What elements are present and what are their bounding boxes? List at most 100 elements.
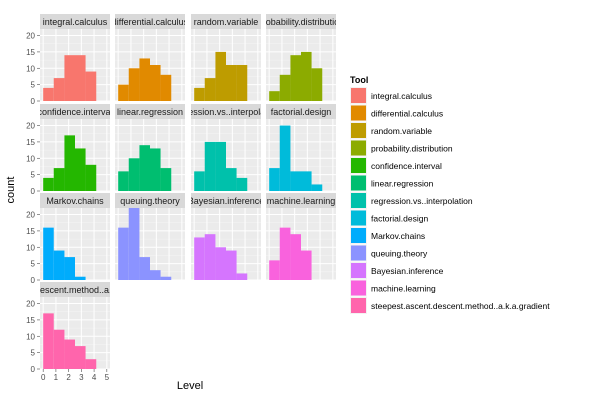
histogram-bar bbox=[236, 177, 248, 191]
shared-axes: Level count bbox=[5, 177, 203, 392]
y-tick-label: 15 bbox=[26, 227, 35, 236]
legend-swatch bbox=[351, 263, 366, 278]
y-tick-label: 5 bbox=[31, 81, 36, 90]
legend-swatch bbox=[351, 140, 366, 156]
legend-swatch bbox=[351, 123, 366, 138]
histogram-bar bbox=[128, 68, 140, 101]
legend-entry: Bayesian.inference bbox=[350, 262, 444, 279]
legend-swatch bbox=[351, 228, 366, 243]
facet-strip bbox=[115, 14, 185, 29]
facet-panel: differential.calculus bbox=[112, 14, 189, 102]
facet-strip bbox=[266, 104, 336, 119]
facet-panel: queuing.theory bbox=[115, 193, 185, 281]
histogram-bar bbox=[53, 329, 65, 369]
legend-entry: Markov.chains bbox=[350, 227, 425, 244]
legend-entry: confidence.interval bbox=[350, 157, 442, 174]
histogram-bar bbox=[139, 145, 150, 191]
histogram-bar bbox=[279, 227, 291, 280]
histogram-bar bbox=[150, 148, 161, 191]
y-tick-label: 15 bbox=[26, 316, 35, 325]
y-tick-label: 10 bbox=[26, 154, 35, 163]
facet-strip-label: est.ascent.descent.method..a.k.a.gradien… bbox=[0, 285, 159, 295]
legend-label: probability.distribution bbox=[371, 144, 453, 154]
facet-strip-label: queuing.theory bbox=[120, 196, 180, 206]
histogram-bar bbox=[269, 168, 280, 191]
facet-panel: est.ascent.descent.method..a.k.a.gradien… bbox=[0, 282, 159, 382]
legend-label: Markov.chains bbox=[371, 231, 425, 241]
histogram-bar bbox=[43, 313, 54, 369]
y-tick-label: 20 bbox=[26, 211, 35, 220]
histogram-bar bbox=[215, 141, 226, 191]
facet-strip-label: differential.calculus bbox=[112, 17, 189, 27]
histogram-bar bbox=[64, 55, 75, 101]
legend-label: factorial.design bbox=[371, 214, 428, 224]
legend-label: Bayesian.inference bbox=[371, 266, 444, 276]
x-tick-label: 1 bbox=[54, 373, 59, 382]
facet-panel: Bayesian.inference bbox=[191, 193, 261, 281]
legend-entry: steepest.ascent.descent.method..a.k.a.gr… bbox=[350, 297, 550, 314]
y-tick-label: 20 bbox=[26, 300, 35, 309]
facet-panel: random.variable bbox=[191, 14, 261, 102]
histogram-bar bbox=[64, 135, 75, 191]
histogram-bar bbox=[226, 250, 237, 280]
legend-swatch bbox=[351, 175, 366, 191]
histogram-bar bbox=[150, 65, 161, 101]
histogram-bar bbox=[53, 168, 65, 191]
legend-label: linear.regression bbox=[371, 179, 434, 189]
legend-entry: probability.distribution bbox=[350, 139, 453, 157]
histogram-bar bbox=[75, 55, 86, 101]
histogram-bar bbox=[226, 65, 237, 101]
histogram-bar bbox=[279, 74, 291, 101]
histogram-bar bbox=[194, 237, 205, 280]
y-tick-label: 10 bbox=[26, 332, 35, 341]
legend-swatch bbox=[351, 158, 366, 173]
y-tick-label: 20 bbox=[26, 32, 35, 41]
y-tick-label: 10 bbox=[26, 243, 35, 252]
histogram-bar bbox=[139, 257, 150, 280]
facet-strip bbox=[40, 282, 110, 297]
legend-label: queuing.theory bbox=[371, 249, 428, 259]
y-tick-label: 15 bbox=[26, 48, 35, 57]
facet-strip-label: machine.learning bbox=[267, 196, 336, 206]
histogram-bar bbox=[118, 84, 129, 101]
facet-strip-label: linear.regression bbox=[117, 107, 183, 117]
legend-swatch bbox=[351, 298, 366, 313]
y-tick-label: 5 bbox=[31, 260, 36, 269]
histogram-bar bbox=[53, 78, 65, 101]
histogram-bar bbox=[236, 273, 248, 280]
histogram-bar bbox=[301, 171, 312, 191]
legend-label: steepest.ascent.descent.method..a.k.a.gr… bbox=[371, 301, 550, 311]
histogram-bar bbox=[160, 276, 172, 280]
histogram-bar bbox=[194, 87, 205, 101]
facet-strip-label: probability.distribution bbox=[258, 17, 344, 27]
x-tick-label: 3 bbox=[79, 373, 84, 382]
facet-strip bbox=[115, 193, 185, 208]
facet-panel: integral.calculus 0 5 10 15 20 bbox=[26, 14, 110, 106]
legend: Tool integral.calculus differential.calcu… bbox=[350, 75, 550, 314]
legend-swatch bbox=[351, 105, 366, 121]
facet-panels: integral.calculus05101520differential.ca… bbox=[0, 14, 344, 382]
histogram-bar bbox=[290, 234, 301, 280]
legend-entry: factorial.design bbox=[350, 209, 428, 227]
histogram-bar bbox=[290, 55, 301, 101]
histogram-bar bbox=[269, 91, 280, 101]
histogram-bar bbox=[160, 74, 172, 101]
facet-panel: Markov.chains 0 5 10 15 20 bbox=[26, 193, 110, 285]
x-tick-label: 2 bbox=[66, 373, 71, 382]
facet-panel: machine.learning bbox=[266, 193, 336, 281]
histogram-bar bbox=[311, 68, 323, 101]
facet-strip bbox=[191, 104, 261, 119]
legend-entry: machine.learning bbox=[350, 279, 436, 297]
facet-panel: probability.distribution bbox=[258, 14, 344, 102]
facet-strip bbox=[40, 193, 110, 208]
legend-label: random.variable bbox=[371, 126, 432, 136]
legend-label: differential.calculus bbox=[371, 109, 443, 119]
legend-swatch bbox=[351, 88, 366, 103]
histogram-bar bbox=[215, 247, 226, 280]
y-tick-label: 0 bbox=[31, 276, 36, 285]
histogram-bar bbox=[215, 51, 226, 101]
legend-label: machine.learning bbox=[371, 284, 436, 294]
histogram-bar bbox=[43, 87, 54, 101]
facet-panel: confidence.interval 0 5 10 15 20 bbox=[26, 104, 110, 196]
